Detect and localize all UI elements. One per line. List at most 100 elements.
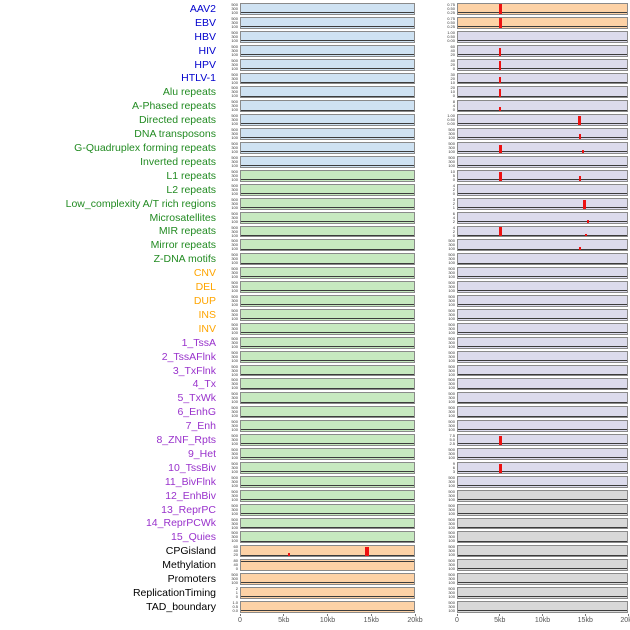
y-tick-label: 0 (452, 65, 455, 71)
left-y-ticks: 500 300 100 (222, 99, 240, 113)
left-y-ticks: 80 40 0 (222, 558, 240, 572)
right-track-panel (457, 322, 628, 335)
y-tick-label: 0 (235, 566, 238, 572)
y-tick-label: 500 (231, 488, 238, 494)
y-tick-label: 500 (448, 405, 455, 411)
y-tick-label: 500 (231, 405, 238, 411)
baseline-trace (241, 304, 414, 306)
y-tick-label: 500 (231, 447, 238, 452)
y-tick-label: 100 (231, 79, 238, 85)
y-tick-label: 100 (231, 371, 238, 377)
track-row: TAD_boundary 1.0 0.5 0.0 500 300 100 (0, 600, 630, 614)
baseline-trace (458, 429, 627, 431)
baseline-trace (458, 193, 627, 194)
y-tick-label: 500 (231, 572, 238, 578)
left-y-ticks: 500 300 100 (222, 447, 240, 461)
y-tick-label: 1.00 (447, 113, 455, 119)
row-label: DUP (193, 294, 216, 307)
row-label: 14_ReprPCWk (145, 517, 216, 530)
baseline-trace (241, 610, 414, 612)
y-tick-label: 300 (448, 325, 455, 331)
y-tick-label: 300 (231, 381, 238, 387)
y-tick-label: 9 (452, 460, 455, 466)
y-tick-label: 100 (231, 288, 238, 294)
right-y-ticks: 500 300 100 (415, 391, 457, 405)
right-track-panel (457, 392, 628, 405)
row-label: TAD_boundary (146, 600, 216, 613)
row-label: DEL (195, 281, 216, 294)
baseline-trace (458, 179, 627, 181)
right-y-ticks: 40 20 0 (415, 58, 457, 72)
right-track-panel (457, 225, 628, 238)
y-tick-label: 100 (231, 260, 238, 266)
baseline-trace (241, 582, 414, 584)
baseline-trace (458, 137, 627, 139)
y-tick-label: 100 (231, 162, 238, 168)
baseline-trace (241, 220, 414, 222)
y-tick-label: 5 (452, 172, 455, 178)
row-label: A-Phased repeats (131, 100, 216, 113)
y-tick-label: 500 (231, 127, 238, 133)
left-y-ticks: 500 300 100 (222, 58, 240, 72)
y-tick-label: 100 (231, 455, 238, 460)
right-track-panel (457, 3, 628, 15)
baseline-trace (458, 596, 627, 598)
y-tick-label: 30 (450, 71, 455, 77)
y-tick-label: 500 (448, 516, 455, 522)
x-tick-label: 5kb (278, 617, 290, 624)
y-tick-label: 0.50 (447, 19, 455, 25)
baseline-trace (241, 109, 414, 111)
left-y-ticks: 500 300 100 (222, 308, 240, 322)
y-tick-label: 100 (231, 51, 238, 57)
left-track-panel (240, 183, 415, 196)
right-y-ticks: 60 40 20 (415, 44, 457, 58)
y-tick-label: 100 (231, 93, 238, 99)
y-tick-label: 100 (231, 218, 238, 224)
baseline-trace (458, 415, 627, 417)
y-tick-label: 500 (448, 335, 455, 341)
track-row: 3_TxFlnk 500 300 100 500 300 100 (0, 364, 630, 378)
y-tick-label: 300 (231, 242, 238, 248)
y-tick-label: 2 (452, 200, 455, 206)
right-track-panel (457, 128, 628, 141)
right-track-panel (457, 267, 628, 280)
right-y-ticks: 500 300 100 (415, 141, 457, 155)
baseline-trace (458, 95, 627, 97)
track-row: Alu repeats 500 300 100 20 10 0 (0, 85, 630, 99)
y-tick-label: 300 (448, 451, 455, 456)
y-tick-label: 300 (448, 423, 455, 429)
y-tick-label: 300 (448, 576, 455, 582)
y-tick-label: 300 (448, 492, 455, 498)
y-tick-label: 300 (231, 339, 238, 345)
right-track-panel (457, 239, 628, 252)
y-tick-label: 300 (231, 117, 238, 123)
y-tick-label: 0.00 (447, 37, 455, 43)
left-y-ticks: 500 300 100 (222, 350, 240, 364)
right-y-ticks: 500 300 100 (415, 350, 457, 364)
y-tick-label: 500 (231, 238, 238, 244)
y-tick-label: 300 (231, 409, 238, 415)
left-track-panel (240, 72, 415, 85)
y-tick-label: 100 (448, 288, 455, 294)
baseline-trace (241, 137, 414, 139)
y-tick-label: 100 (231, 524, 238, 530)
right-y-ticks: 500 300 100 (415, 127, 457, 141)
y-tick-label: 500 (231, 71, 238, 77)
baseline-trace (241, 526, 414, 528)
left-y-ticks: 500 300 100 (222, 16, 240, 30)
y-tick-label: 0.50 (447, 33, 455, 39)
y-tick-label: 100 (448, 329, 455, 335)
right-y-ticks: 500 300 100 (415, 544, 457, 558)
left-track-panel (240, 16, 415, 29)
left-y-ticks: 500 300 100 (222, 85, 240, 99)
baseline-trace (458, 12, 627, 14)
y-tick-label: 500 (448, 294, 455, 300)
row-label: 9_Het (187, 447, 216, 460)
y-tick-label: 5.0 (449, 437, 455, 443)
left-y-ticks: 500 300 100 (222, 155, 240, 169)
right-y-ticks: 500 300 100 (415, 252, 457, 266)
y-tick-label: 100 (448, 135, 455, 141)
baseline-trace (241, 206, 414, 208)
y-tick-label: 100 (231, 441, 238, 447)
baseline-trace (241, 596, 414, 598)
